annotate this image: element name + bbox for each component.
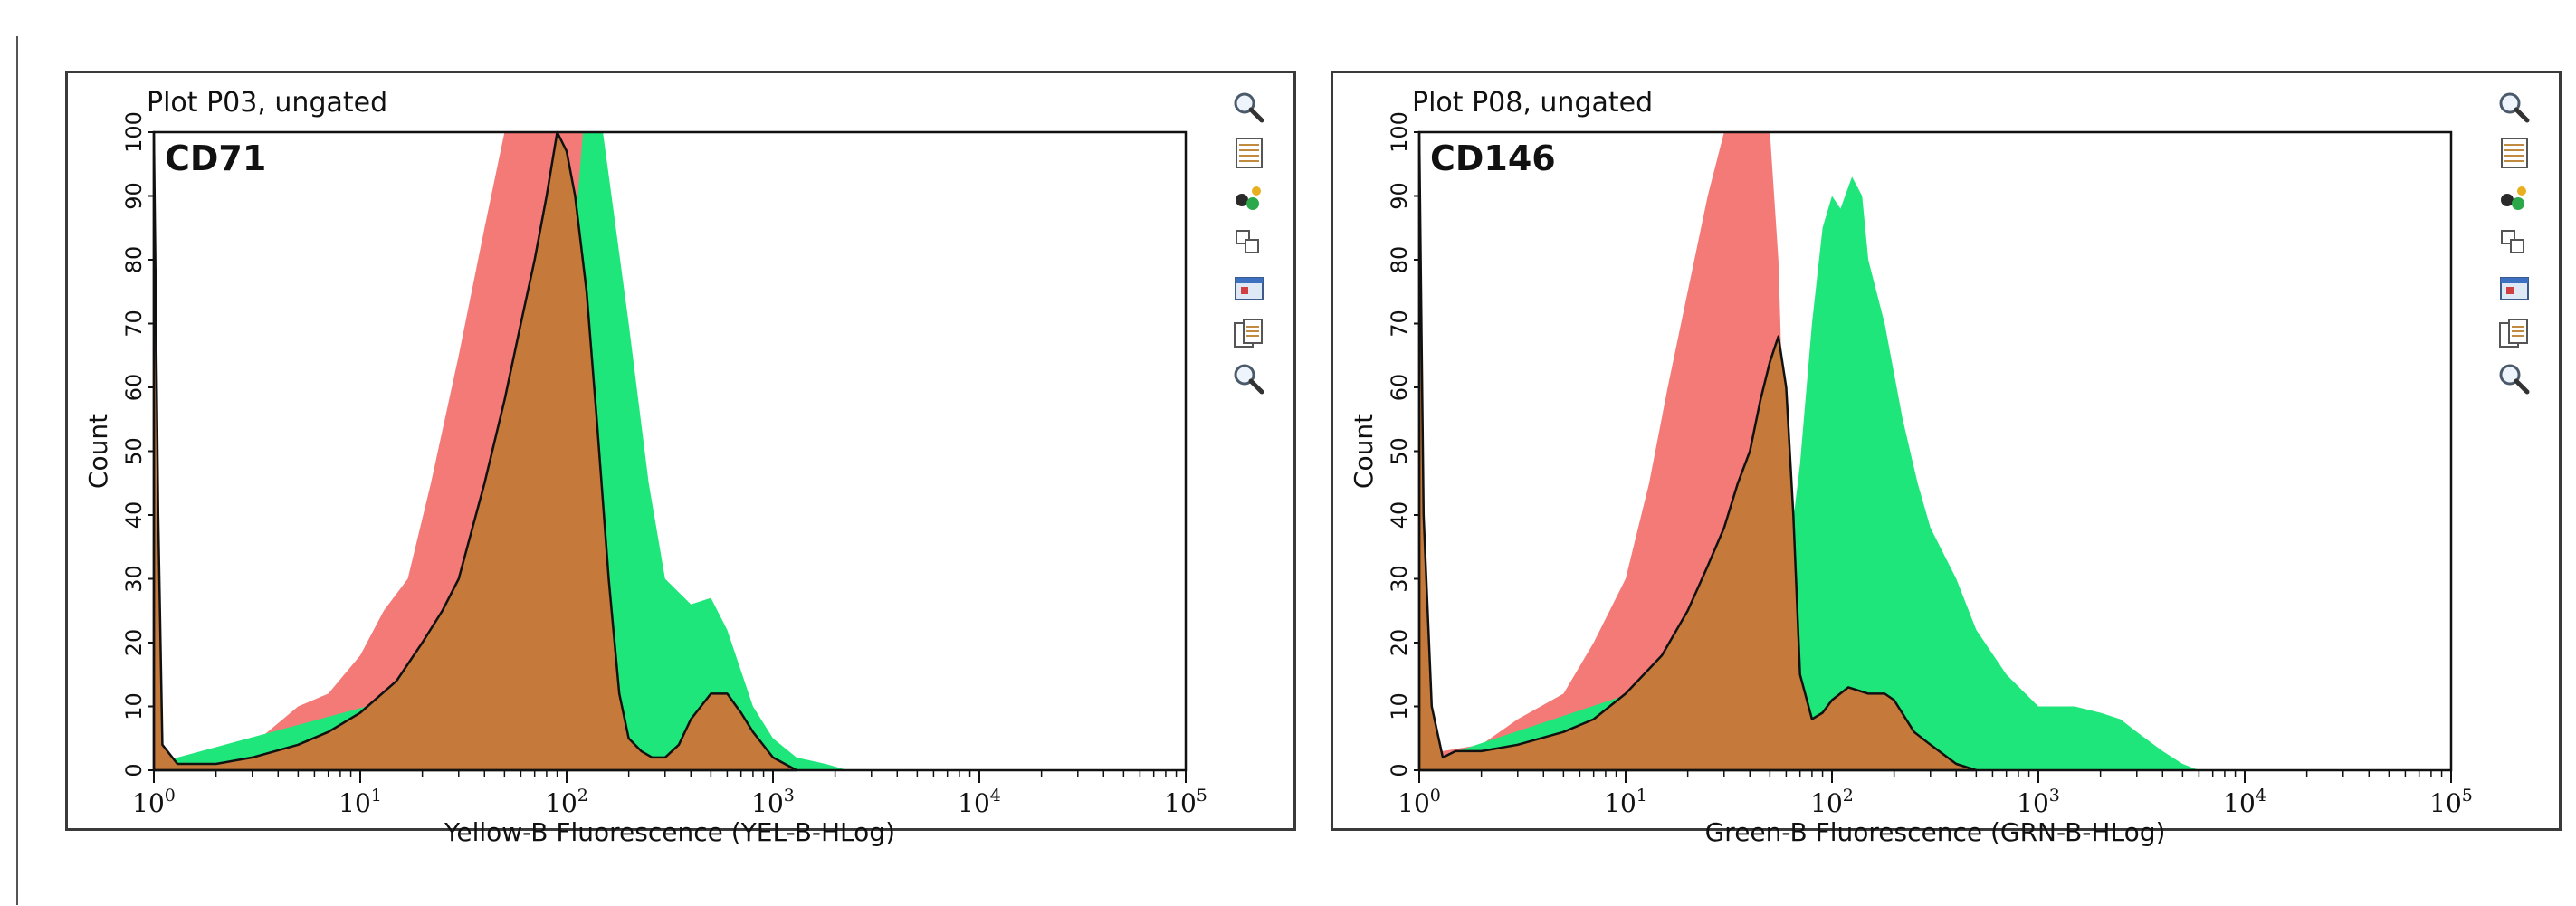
y-tick-label: 80 — [1387, 246, 1412, 274]
y-axis-label: Count — [83, 414, 113, 489]
table-icon[interactable] — [2496, 135, 2533, 171]
gate-color-icon[interactable] — [1231, 180, 1267, 216]
histogram-overlap-area — [1417, 130, 1978, 772]
y-tick-label: 40 — [121, 501, 147, 529]
x-tick-label: 100 — [132, 786, 176, 818]
zoom-in-icon[interactable] — [1231, 361, 1267, 397]
x-tick-label: 104 — [2223, 786, 2266, 818]
x-axis-label: Yellow-B Fluorescence (YEL-B-HLog) — [444, 817, 895, 847]
zoom-out-icon[interactable] — [2496, 90, 2533, 126]
y-tick-label: 70 — [1387, 310, 1412, 338]
plot-title: Plot P08, ungated — [1412, 87, 1653, 119]
y-tick-label: 10 — [121, 692, 147, 720]
x-tick-label: 102 — [1810, 786, 1854, 818]
y-axis-label: Count — [1349, 414, 1379, 489]
x-tick-label: 105 — [2429, 786, 2473, 818]
copy-icon[interactable] — [2496, 316, 2533, 352]
overlay-icon[interactable] — [2496, 225, 2533, 262]
page-left-rule — [16, 36, 18, 905]
y-tick-label: 30 — [1387, 565, 1412, 593]
x-axis-label: Green-B Fluorescence (GRN-B-HLog) — [1705, 817, 2166, 847]
export-icon[interactable] — [1231, 271, 1267, 307]
y-tick-label: 20 — [121, 629, 147, 657]
y-tick-label: 100 — [121, 111, 147, 153]
histogram-plot-cd146: Plot P08, ungated CD146 0 10 20 30 40 50 60 70 80 9… — [1349, 87, 2473, 847]
marker-label: CD71 — [165, 138, 266, 178]
zoom-in-icon[interactable] — [2496, 361, 2533, 397]
histogram-green-area — [1419, 176, 2199, 771]
plot-toolbar — [1231, 90, 1271, 397]
export-icon[interactable] — [2496, 271, 2533, 307]
plot-toolbar — [2496, 90, 2536, 397]
y-tick-label: 50 — [121, 437, 147, 465]
y-tick-label: 90 — [121, 182, 147, 210]
marker-label: CD146 — [1430, 138, 1556, 178]
x-tick-label: 102 — [545, 786, 588, 818]
y-tick-label: 80 — [121, 246, 147, 274]
y-tick-label: 50 — [1387, 437, 1412, 465]
histogram-panel-cd71: Plot P03, ungated CD71 0 10 20 30 40 50 60 70 80 90… — [65, 71, 1296, 847]
histogram-red-area — [1419, 132, 1977, 770]
y-tick-label: 60 — [1387, 374, 1412, 402]
y-tick-label: 100 — [1387, 111, 1412, 153]
overlay-icon[interactable] — [1231, 225, 1267, 262]
histogram-red-area — [154, 132, 797, 770]
x-tick-label: 101 — [339, 786, 382, 818]
y-tick-label: 60 — [121, 374, 147, 402]
plot-title: Plot P03, ungated — [147, 87, 387, 119]
x-tick-label: 105 — [1164, 786, 1207, 818]
copy-icon[interactable] — [1231, 316, 1267, 352]
y-tick-label: 0 — [1387, 763, 1412, 777]
y-tick-label: 20 — [1387, 629, 1412, 657]
x-tick-label: 103 — [751, 786, 795, 818]
y-tick-label: 40 — [1387, 501, 1412, 529]
y-tick-label: 30 — [121, 565, 147, 593]
table-icon[interactable] — [1231, 135, 1267, 171]
gate-color-icon[interactable] — [2496, 180, 2533, 216]
histogram-panel-cd146: Plot P08, ungated CD146 0 10 20 30 40 50 60 70 80 9… — [1331, 71, 2562, 847]
histogram-overlap-area — [152, 130, 798, 772]
zoom-out-icon[interactable] — [1231, 90, 1267, 126]
y-tick-label: 0 — [121, 763, 147, 777]
x-tick-label: 100 — [1398, 786, 1441, 818]
x-tick-label: 101 — [1604, 786, 1647, 818]
x-tick-label: 103 — [2017, 786, 2060, 818]
histogram-green-area — [154, 132, 848, 770]
y-tick-label: 10 — [1387, 692, 1412, 720]
y-tick-label: 70 — [121, 310, 147, 338]
x-tick-label: 104 — [958, 786, 1001, 818]
y-tick-label: 90 — [1387, 182, 1412, 210]
histogram-plot-cd71: Plot P03, ungated CD71 0 10 20 30 40 50 60 70 80 90… — [83, 87, 1207, 847]
